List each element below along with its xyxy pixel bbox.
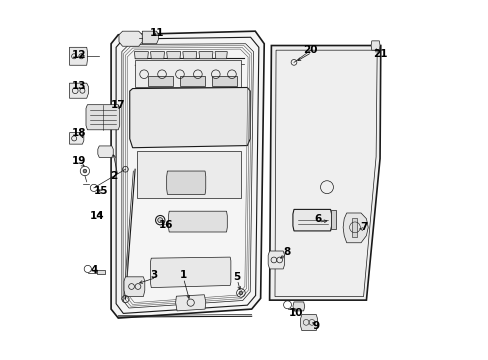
Text: 16: 16 [158,220,172,230]
Polygon shape [168,211,227,232]
Polygon shape [150,51,164,59]
Polygon shape [343,213,367,243]
Text: 3: 3 [150,270,158,280]
Text: 9: 9 [312,321,319,331]
Polygon shape [212,76,237,86]
Text: 8: 8 [283,247,290,257]
Text: 11: 11 [149,28,163,38]
Text: 21: 21 [372,49,386,59]
Circle shape [239,291,242,295]
Polygon shape [183,51,196,59]
Polygon shape [135,60,241,87]
Polygon shape [269,45,380,300]
Polygon shape [119,31,142,46]
Text: 13: 13 [71,81,86,91]
Polygon shape [147,76,172,86]
Text: 19: 19 [71,156,86,166]
Polygon shape [69,83,88,98]
Polygon shape [267,251,284,269]
Polygon shape [300,315,317,330]
Polygon shape [69,133,83,144]
Polygon shape [124,277,144,297]
Polygon shape [142,31,158,44]
Polygon shape [69,47,87,65]
Polygon shape [180,76,204,86]
Polygon shape [111,31,264,318]
Text: 4: 4 [91,265,98,275]
Circle shape [83,169,86,173]
Polygon shape [137,151,241,198]
Polygon shape [166,51,180,59]
Polygon shape [215,51,227,59]
Text: 7: 7 [359,222,366,231]
Circle shape [158,218,163,223]
Text: 20: 20 [303,45,317,55]
Polygon shape [175,295,205,311]
Text: 5: 5 [232,272,240,282]
Polygon shape [129,87,250,148]
Polygon shape [292,210,331,231]
Polygon shape [86,105,120,130]
Text: 2: 2 [110,171,117,181]
Text: 10: 10 [289,308,303,318]
Polygon shape [97,270,105,274]
Polygon shape [292,302,304,311]
Text: 18: 18 [71,129,86,138]
Text: 15: 15 [94,186,108,196]
Text: 1: 1 [180,270,187,280]
Polygon shape [330,211,336,229]
Polygon shape [351,218,357,237]
Text: 17: 17 [111,100,125,111]
Text: 14: 14 [89,211,104,221]
Polygon shape [166,171,205,194]
Text: 12: 12 [71,50,86,60]
Polygon shape [199,51,212,59]
Text: 6: 6 [314,215,321,224]
Polygon shape [98,146,113,157]
Polygon shape [370,41,379,50]
Polygon shape [150,257,230,288]
Polygon shape [134,51,148,59]
